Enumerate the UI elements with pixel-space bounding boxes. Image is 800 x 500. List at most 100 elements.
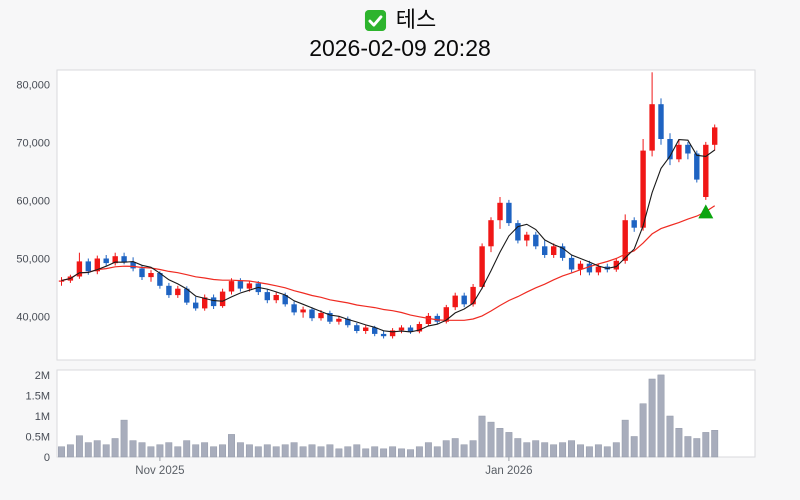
volume-bar	[433, 446, 441, 458]
volume-bar	[326, 444, 334, 458]
candle-body	[416, 324, 423, 332]
volume-bar	[398, 448, 405, 458]
volume-bar	[174, 446, 182, 458]
candle-body	[559, 246, 566, 258]
candle-body	[139, 268, 145, 278]
volume-bar	[147, 446, 155, 458]
volume-bar	[183, 440, 191, 458]
volume-bar	[523, 442, 531, 458]
price-tick-label: 40,000	[16, 312, 50, 324]
volume-bar	[299, 446, 307, 458]
volume-tick-label: 1M	[35, 411, 50, 423]
volume-bar	[666, 415, 674, 458]
volume-bars-group	[58, 374, 719, 458]
candlestick-volume-chart: 80,000 70,000 60,000 50,000 40,000 2M 1.5M 1M 0.…	[16, 69, 756, 474]
volume-bar	[236, 442, 244, 458]
candle-body	[703, 144, 709, 197]
volume-bar	[192, 444, 200, 458]
candle-body	[219, 291, 226, 307]
volume-bar	[496, 428, 504, 458]
volume-tick-label: 2M	[35, 370, 50, 382]
volume-bar	[550, 444, 558, 458]
candle-body	[712, 127, 718, 145]
stock-chart-page: 테스 2026-02-09 20:28 80,000 70,000 60,000 50…	[16, 7, 756, 474]
candle-body	[470, 286, 476, 305]
volume-bar	[603, 446, 611, 458]
candle-body	[354, 325, 360, 331]
volume-bar	[335, 448, 343, 458]
volume-bar	[228, 434, 235, 458]
stock-name: 테스	[395, 7, 437, 32]
candle-body	[103, 258, 109, 264]
candle-body	[300, 309, 306, 313]
candle-body	[461, 295, 467, 305]
ma-short-line	[61, 139, 716, 333]
candle-body	[264, 292, 270, 301]
volume-bar	[559, 442, 567, 458]
ma-long-line	[61, 205, 716, 321]
candle-body	[237, 281, 244, 289]
volume-bar	[111, 438, 119, 458]
volume-bar	[675, 428, 683, 458]
candle-body	[568, 257, 575, 270]
candle-body	[551, 246, 557, 255]
candle-body	[94, 258, 100, 272]
volume-bar	[245, 444, 253, 458]
candle-body	[246, 283, 253, 289]
volume-bar	[630, 436, 638, 458]
candle-body	[58, 280, 65, 282]
candle-body	[193, 302, 199, 309]
volume-bar	[344, 446, 352, 458]
candle-body	[577, 263, 584, 270]
candle-body	[336, 318, 342, 322]
candle-body	[282, 295, 288, 305]
volume-bar	[290, 442, 298, 458]
candle-body	[273, 295, 279, 301]
candle-body	[488, 220, 494, 247]
candle-body	[443, 307, 449, 322]
volume-bar	[568, 440, 575, 458]
volume-bar	[102, 444, 110, 458]
candle-body	[363, 327, 369, 331]
volume-tick-label: 0	[44, 452, 50, 464]
candle-body	[85, 261, 91, 272]
volume-bar	[648, 378, 656, 458]
candle-body	[327, 313, 333, 322]
candle-body	[452, 295, 458, 308]
volume-bar	[702, 432, 710, 458]
candle-body	[291, 304, 297, 313]
volume-tick-label: 1.5M	[26, 390, 50, 402]
candle-body	[202, 297, 208, 309]
volume-bar	[219, 444, 226, 458]
candle-body	[533, 234, 539, 247]
volume-bar	[165, 442, 173, 458]
candle-body	[595, 266, 602, 273]
candle-body	[318, 313, 324, 319]
candle-body	[210, 297, 217, 307]
x-axis-label: Nov 2025	[135, 465, 184, 474]
volume-bar	[693, 438, 701, 458]
x-axis-label: Jan 2026	[485, 465, 532, 474]
candle-body	[542, 246, 548, 255]
volume-bar	[487, 421, 495, 458]
candle-body	[631, 220, 637, 228]
volume-bar	[612, 442, 620, 458]
candles-group	[58, 72, 718, 339]
volume-bar	[138, 442, 146, 458]
volume-bar	[389, 446, 397, 458]
volume-bar	[469, 440, 477, 458]
volume-bar	[201, 442, 209, 458]
volume-bar	[75, 435, 83, 458]
volume-bar	[84, 442, 92, 458]
candle-body	[398, 327, 405, 331]
candle-body	[309, 309, 315, 319]
price-tick-label: 70,000	[16, 138, 50, 150]
chart-timestamp: 2026-02-09 20:28	[309, 35, 491, 61]
green-checkbox-icon	[364, 9, 387, 32]
volume-bar	[371, 446, 379, 458]
volume-panel	[56, 369, 756, 458]
candle-body	[389, 330, 396, 337]
candle-body	[506, 202, 512, 224]
candle-body	[121, 256, 127, 262]
volume-bar	[577, 444, 584, 458]
